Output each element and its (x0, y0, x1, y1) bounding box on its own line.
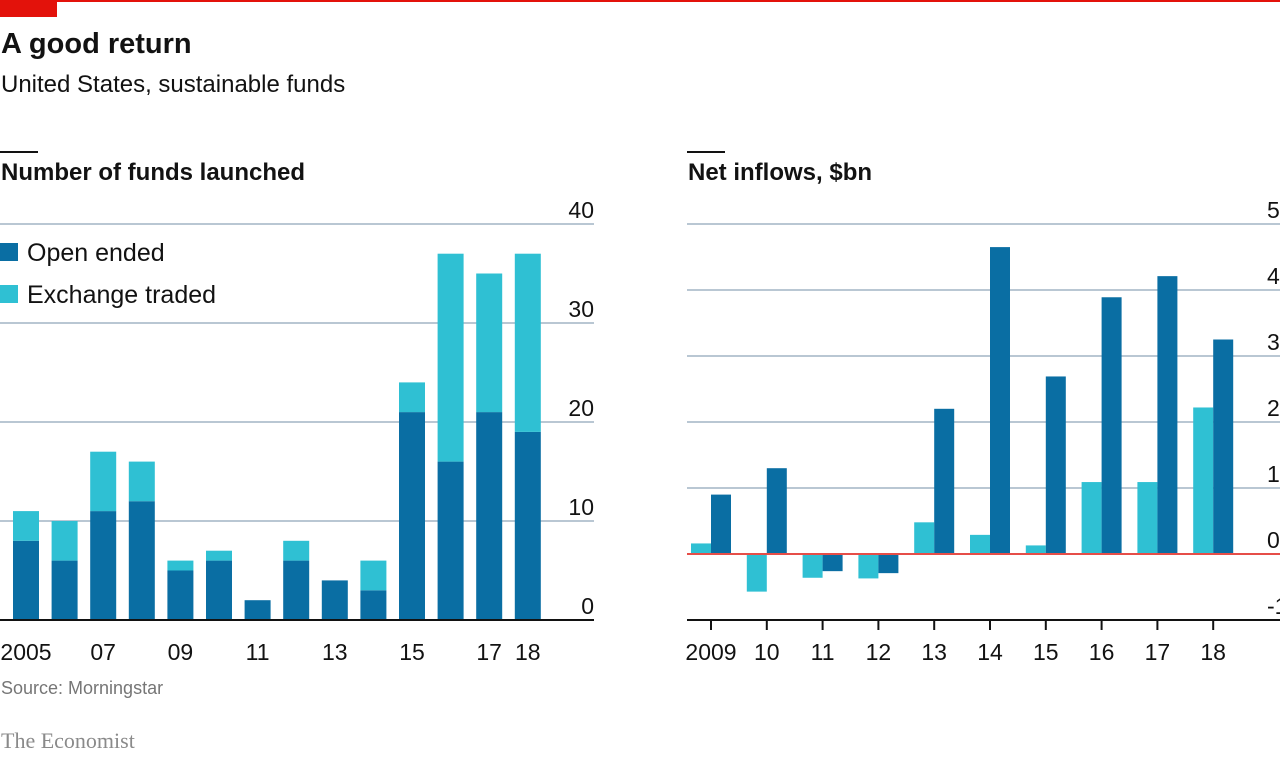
bar-exchange-traded-2006 (51, 521, 78, 561)
bar-exchange-traded-2013 (914, 522, 935, 554)
bar-exchange-traded-2018 (514, 253, 541, 432)
x-tick-label: 16 (1089, 639, 1115, 665)
y-tick-label: 20 (568, 395, 594, 421)
bar-open-ended-2010 (766, 468, 787, 554)
legend-label-open-ended: Open ended (27, 239, 165, 267)
y-tick-label: 1 (1267, 461, 1280, 487)
panel-title-inflows: Net inflows, $bn (688, 159, 873, 186)
bar-exchange-traded-2017 (1137, 482, 1158, 554)
panel-title-funds: Number of funds launched (1, 159, 306, 186)
x-tick-label: 13 (921, 639, 947, 665)
x-tick-label: 11 (811, 639, 835, 665)
bar-open-ended-2009 (711, 494, 731, 554)
y-tick-label: -1 (1267, 593, 1280, 619)
bar-exchange-traded-2016 (1081, 482, 1102, 554)
top-rule (0, 0, 1280, 2)
bar-open-ended-2011 (244, 600, 271, 620)
y-tick-label: 5 (1267, 197, 1280, 223)
y-tick-label: 4 (1267, 263, 1280, 289)
x-tick-label: 12 (866, 639, 892, 665)
y-tick-label: 30 (568, 296, 594, 322)
x-tick-label: 2009 (685, 639, 736, 665)
chart-subtitle: United States, sustainable funds (1, 71, 346, 98)
bar-exchange-traded-2008 (128, 461, 155, 502)
bar-exchange-traded-2015 (1025, 545, 1046, 554)
x-tick-label: 07 (90, 639, 116, 665)
bar-open-ended-2008 (128, 501, 155, 620)
bar-open-ended-2014 (990, 247, 1010, 554)
x-tick-label: 13 (322, 639, 348, 665)
bar-open-ended-2012 (878, 554, 899, 574)
bar-exchange-traded-2017 (476, 273, 503, 413)
bar-exchange-traded-2016 (437, 253, 464, 462)
x-tick-label: 11 (246, 639, 270, 665)
bar-exchange-traded-2009 (167, 560, 194, 571)
x-tick-label: 15 (399, 639, 425, 665)
brand-red-tab (0, 0, 57, 17)
x-tick-label: 17 (1145, 639, 1171, 665)
x-tick-label: 17 (476, 639, 502, 665)
x-tick-label: 18 (515, 639, 541, 665)
bar-open-ended-2016 (1101, 297, 1122, 554)
y-tick-label: 3 (1267, 329, 1280, 355)
bar-open-ended-2017 (1157, 276, 1178, 554)
bar-exchange-traded-2011 (802, 554, 823, 578)
x-tick-label: 10 (754, 639, 780, 665)
bar-exchange-traded-2015 (399, 382, 425, 413)
bar-exchange-traded-2007 (90, 451, 117, 512)
y-tick-label: 2 (1267, 395, 1280, 421)
bar-open-ended-2013 (934, 408, 955, 554)
bar-open-ended-2015 (399, 412, 425, 620)
bar-open-ended-2012 (283, 560, 310, 620)
bar-exchange-traded-2009 (691, 543, 711, 554)
bar-open-ended-2007 (90, 511, 117, 620)
bar-exchange-traded-2010 (206, 550, 232, 561)
y-tick-label: 40 (568, 197, 594, 223)
bar-exchange-traded-2005 (13, 511, 39, 541)
bar-exchange-traded-2014 (360, 560, 387, 591)
legend-swatch-exchange-traded (0, 285, 18, 303)
bar-open-ended-2015 (1045, 376, 1066, 554)
y-tick-label: 10 (568, 494, 594, 520)
panel-dash-left (0, 151, 38, 153)
bar-open-ended-2016 (437, 461, 464, 620)
bar-exchange-traded-2010 (746, 554, 767, 592)
x-tick-label: 14 (977, 639, 1003, 665)
legend-swatch-open-ended (0, 243, 18, 261)
y-tick-label: 0 (1267, 527, 1280, 553)
bar-open-ended-2018 (514, 431, 541, 620)
bar-open-ended-2013 (321, 580, 348, 620)
x-tick-label: 2005 (0, 639, 51, 665)
bar-open-ended-2018 (1213, 339, 1234, 554)
bar-open-ended-2010 (206, 560, 232, 620)
bar-open-ended-2011 (822, 554, 843, 572)
bar-open-ended-2006 (51, 560, 78, 620)
source-note: Source: Morningstar (1, 678, 164, 698)
bar-open-ended-2014 (360, 590, 387, 620)
legend-label-exchange-traded: Exchange traded (27, 281, 216, 309)
x-tick-label: 09 (168, 639, 194, 665)
bar-exchange-traded-2012 (283, 540, 310, 561)
bar-exchange-traded-2012 (858, 554, 879, 579)
bar-open-ended-2009 (167, 570, 194, 620)
bar-open-ended-2017 (476, 412, 503, 620)
x-tick-label: 15 (1033, 639, 1059, 665)
chart-title: A good return (1, 28, 192, 60)
panel-dash-right (687, 151, 725, 153)
bar-open-ended-2005 (13, 540, 39, 620)
y-tick-label: 0 (581, 593, 594, 619)
bar-exchange-traded-2018 (1193, 407, 1214, 554)
economist-logo-text: The Economist (1, 728, 135, 753)
x-tick-label: 18 (1200, 639, 1226, 665)
bar-exchange-traded-2014 (970, 534, 990, 554)
